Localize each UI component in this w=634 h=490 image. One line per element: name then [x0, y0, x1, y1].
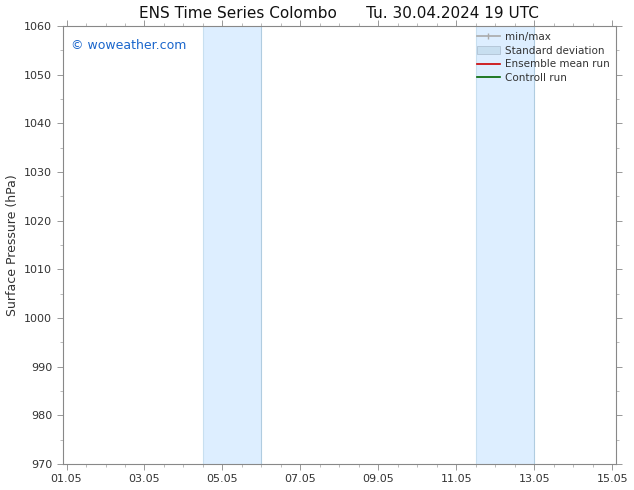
Legend: min/max, Standard deviation, Ensemble mean run, Controll run: min/max, Standard deviation, Ensemble me… — [474, 29, 613, 86]
Text: © woweather.com: © woweather.com — [71, 39, 186, 52]
Y-axis label: Surface Pressure (hPa): Surface Pressure (hPa) — [6, 174, 18, 316]
Bar — [476, 26, 534, 464]
Title: ENS Time Series Colombo      Tu. 30.04.2024 19 UTC: ENS Time Series Colombo Tu. 30.04.2024 1… — [139, 5, 540, 21]
Bar — [203, 26, 261, 464]
